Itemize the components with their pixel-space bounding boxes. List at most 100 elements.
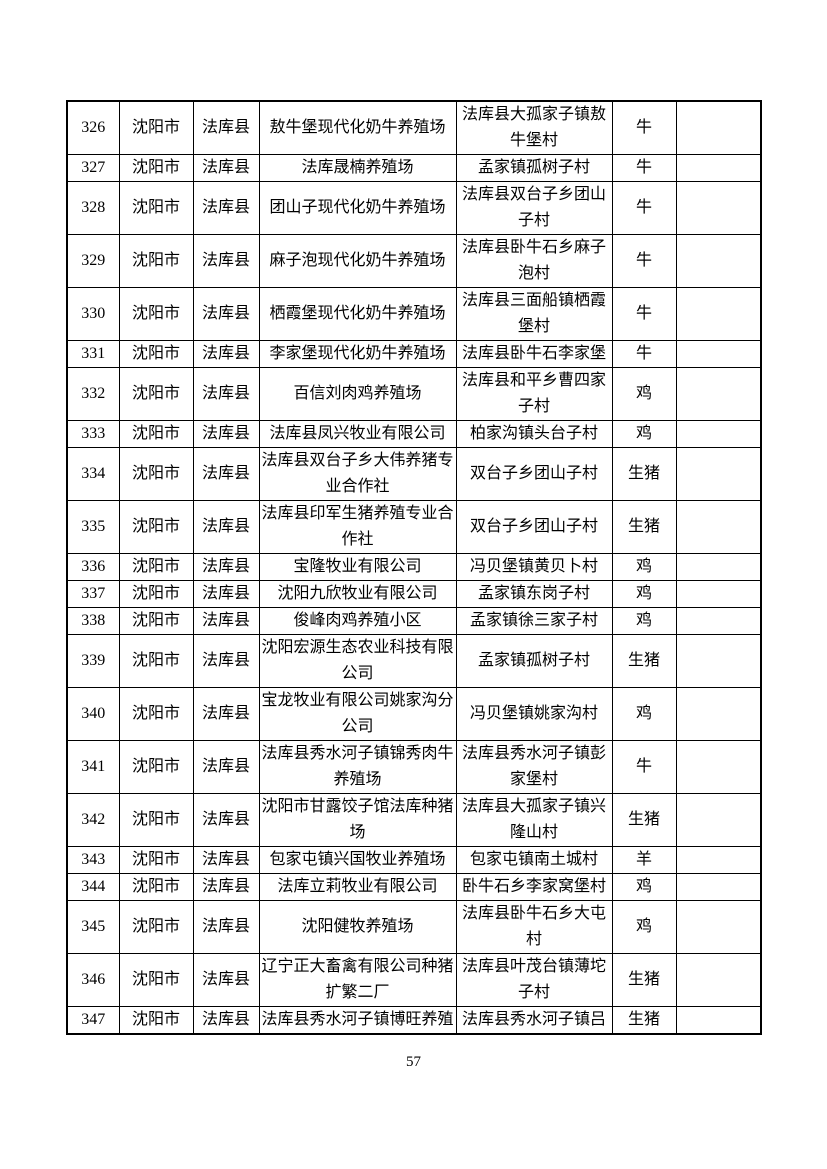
cell-row-number: 326	[66, 100, 120, 155]
cell-farm-name: 沈阳市甘露饺子馆法库种猪场	[258, 793, 457, 847]
cell-livestock-type: 牛	[611, 154, 677, 182]
cell-address: 双台子乡团山子村	[455, 500, 613, 554]
table-row: 335 沈阳市 法库县 法库县印军生猪养殖专业合作社 双台子乡团山子村 生猪	[66, 500, 762, 554]
cell-city: 沈阳市	[118, 740, 194, 794]
cell-county: 法库县	[192, 447, 260, 501]
cell-county: 法库县	[192, 873, 260, 901]
cell-row-number: 342	[66, 793, 120, 847]
cell-row-number: 334	[66, 447, 120, 501]
cell-address: 法库县秀水河子镇吕	[455, 1006, 613, 1035]
cell-row-number: 346	[66, 953, 120, 1007]
cell-county: 法库县	[192, 634, 260, 688]
cell-city: 沈阳市	[118, 553, 194, 581]
cell-county: 法库县	[192, 580, 260, 608]
cell-farm-name: 敖牛堡现代化奶牛养殖场	[258, 100, 457, 155]
table-row: 340 沈阳市 法库县 宝龙牧业有限公司姚家沟分公司 冯贝堡镇姚家沟村鸡	[66, 687, 762, 741]
cell-empty	[675, 900, 762, 954]
cell-livestock-type: 生猪	[611, 634, 677, 688]
cell-county: 法库县	[192, 953, 260, 1007]
cell-address: 法库县双台子乡团山子村	[455, 181, 613, 235]
cell-farm-name: 法库县印军生猪养殖专业合作社	[258, 500, 457, 554]
cell-farm-name: 法库立莉牧业有限公司	[258, 873, 457, 901]
cell-empty	[675, 580, 762, 608]
table-row: 343 沈阳市 法库县 包家屯镇兴国牧业养殖场 包家屯镇南土城村羊	[66, 846, 762, 874]
cell-row-number: 331	[66, 340, 120, 368]
cell-empty	[675, 181, 762, 235]
table-row: 327 沈阳市 法库县 法库晟楠养殖场 孟家镇孤树子村牛	[66, 154, 762, 182]
cell-city: 沈阳市	[118, 900, 194, 954]
cell-row-number: 333	[66, 420, 120, 448]
cell-county: 法库县	[192, 234, 260, 288]
cell-county: 法库县	[192, 420, 260, 448]
cell-city: 沈阳市	[118, 420, 194, 448]
table-row: 329 沈阳市 法库县 麻子泡现代化奶牛养殖场 法库县卧牛石乡麻子泡村牛	[66, 234, 762, 288]
cell-city: 沈阳市	[118, 287, 194, 341]
cell-city: 沈阳市	[118, 953, 194, 1007]
cell-address: 法库县大孤家子镇兴隆山村	[455, 793, 613, 847]
table-row: 344 沈阳市 法库县 法库立莉牧业有限公司 卧牛石乡李家窝堡村鸡	[66, 873, 762, 901]
cell-row-number: 344	[66, 873, 120, 901]
cell-address: 冯贝堡镇姚家沟村	[455, 687, 613, 741]
cell-city: 沈阳市	[118, 234, 194, 288]
table-row: 346 沈阳市 法库县 辽宁正大畜禽有限公司种猪扩繁二厂 法库县叶茂台镇薄坨子村 生猪	[66, 953, 762, 1007]
cell-city: 沈阳市	[118, 580, 194, 608]
cell-city: 沈阳市	[118, 100, 194, 155]
cell-address: 孟家镇孤树子村	[455, 154, 613, 182]
cell-county: 法库县	[192, 340, 260, 368]
cell-city: 沈阳市	[118, 181, 194, 235]
cell-livestock-type: 鸡	[611, 553, 677, 581]
cell-livestock-type: 鸡	[611, 420, 677, 448]
cell-address: 孟家镇东岗子村	[455, 580, 613, 608]
cell-county: 法库县	[192, 287, 260, 341]
table-row: 331 沈阳市 法库县 李家堡现代化奶牛养殖场 法库县卧牛石李家堡牛	[66, 340, 762, 368]
cell-empty	[675, 553, 762, 581]
cell-empty	[675, 447, 762, 501]
cell-address: 法库县卧牛石乡大屯村	[455, 900, 613, 954]
table-row: 333 沈阳市 法库县 法库县凤兴牧业有限公司 柏家沟镇头台子村鸡	[66, 420, 762, 448]
cell-city: 沈阳市	[118, 793, 194, 847]
cell-city: 沈阳市	[118, 154, 194, 182]
cell-livestock-type: 鸡	[611, 687, 677, 741]
cell-row-number: 337	[66, 580, 120, 608]
cell-empty	[675, 740, 762, 794]
cell-city: 沈阳市	[118, 500, 194, 554]
cell-empty	[675, 154, 762, 182]
cell-county: 法库县	[192, 900, 260, 954]
cell-livestock-type: 生猪	[611, 1006, 677, 1035]
cell-farm-name: 沈阳宏源生态农业科技有限公司	[258, 634, 457, 688]
cell-county: 法库县	[192, 367, 260, 421]
cell-livestock-type: 牛	[611, 181, 677, 235]
cell-row-number: 335	[66, 500, 120, 554]
cell-farm-name: 宝龙牧业有限公司姚家沟分公司	[258, 687, 457, 741]
cell-county: 法库县	[192, 181, 260, 235]
cell-row-number: 341	[66, 740, 120, 794]
table-row: 345 沈阳市 法库县 沈阳健牧养殖场 法库县卧牛石乡大屯村鸡	[66, 900, 762, 954]
cell-livestock-type: 生猪	[611, 953, 677, 1007]
cell-livestock-type: 生猪	[611, 447, 677, 501]
cell-livestock-type: 生猪	[611, 793, 677, 847]
page-number: 57	[406, 1054, 421, 1070]
cell-county: 法库县	[192, 793, 260, 847]
cell-livestock-type: 鸡	[611, 367, 677, 421]
cell-row-number: 332	[66, 367, 120, 421]
cell-livestock-type: 鸡	[611, 607, 677, 635]
cell-address: 卧牛石乡李家窝堡村	[455, 873, 613, 901]
cell-county: 法库县	[192, 607, 260, 635]
cell-row-number: 328	[66, 181, 120, 235]
cell-farm-name: 包家屯镇兴国牧业养殖场	[258, 846, 457, 874]
cell-address: 法库县叶茂台镇薄坨子村	[455, 953, 613, 1007]
cell-empty	[675, 634, 762, 688]
cell-livestock-type: 牛	[611, 287, 677, 341]
cell-address: 包家屯镇南土城村	[455, 846, 613, 874]
cell-city: 沈阳市	[118, 447, 194, 501]
cell-county: 法库县	[192, 846, 260, 874]
cell-farm-name: 法库县双台子乡大伟养猪专业合作社	[258, 447, 457, 501]
cell-empty	[675, 367, 762, 421]
cell-county: 法库县	[192, 154, 260, 182]
cell-county: 法库县	[192, 553, 260, 581]
table-row: 336 沈阳市 法库县 宝隆牧业有限公司 冯贝堡镇黄贝卜村鸡	[66, 553, 762, 581]
cell-livestock-type: 牛	[611, 740, 677, 794]
cell-county: 法库县	[192, 687, 260, 741]
cell-farm-name: 沈阳九欣牧业有限公司	[258, 580, 457, 608]
cell-city: 沈阳市	[118, 634, 194, 688]
